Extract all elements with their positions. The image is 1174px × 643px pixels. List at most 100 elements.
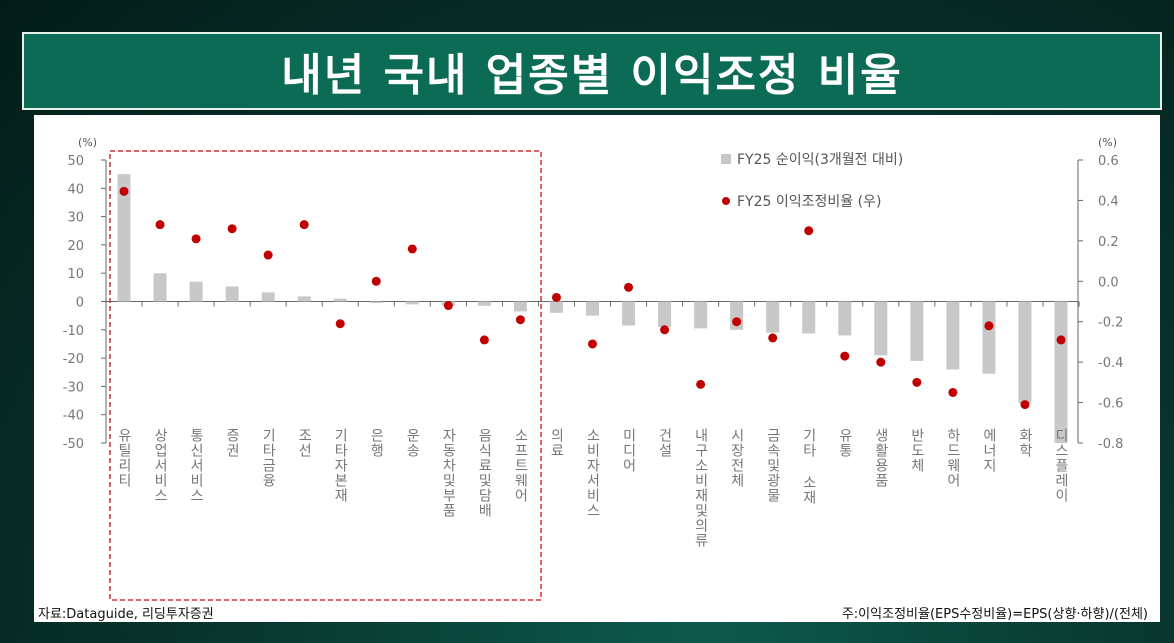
category-label: 에너지	[980, 428, 997, 473]
category-label: 은행	[368, 428, 385, 458]
left-tick-label: -30	[63, 380, 84, 395]
category-label: 반도체	[908, 428, 925, 473]
dot-의료	[551, 292, 561, 302]
bar-기타자본재	[333, 298, 347, 302]
dot-기타자본재	[335, 319, 345, 329]
left-tick-label: -20	[63, 352, 84, 367]
left-unit: (%)	[78, 136, 97, 149]
bar-기타 소재	[802, 301, 816, 334]
dot-증권	[227, 224, 237, 234]
bar-유통	[838, 301, 852, 336]
legend-bar-label: FY25 순이익(3개월전 대비)	[737, 152, 903, 168]
category-label: 기타 소재	[800, 428, 817, 505]
right-tick-label: -0.8	[1098, 437, 1123, 452]
bar-화학	[1018, 301, 1032, 404]
category-label: 미디어	[620, 428, 637, 473]
bar-반도체	[910, 301, 924, 361]
dot-소비자서비스	[588, 339, 597, 349]
legend-dot-label: FY25 이익조정비율 (우)	[737, 194, 881, 210]
dot-시장전체	[732, 317, 742, 327]
dot-생활용품	[876, 357, 886, 367]
dot-하드웨어	[948, 387, 958, 397]
bar-기타금융	[261, 292, 275, 302]
dot-유틸리티	[119, 186, 129, 196]
bar-에너지	[982, 301, 996, 374]
dot-통신서비스	[191, 234, 201, 244]
category-label: 기타금융	[260, 428, 277, 488]
page-title: 내년 국내 업종별 이익조정 비율	[281, 50, 903, 101]
dot-운송	[407, 244, 417, 254]
dot-자동차및부품	[443, 301, 453, 311]
dot-디스플레이	[1056, 335, 1066, 345]
category-label: 소프트웨어	[512, 428, 529, 503]
dot-에너지	[984, 321, 994, 331]
bar-금속및광물	[766, 301, 780, 333]
dot-상업서비스	[155, 220, 165, 230]
dot-조선	[299, 220, 309, 230]
dot-금속및광물	[768, 333, 778, 343]
dot-화학	[1020, 400, 1030, 410]
bar-건설	[658, 301, 672, 327]
category-label: 의료	[548, 428, 565, 458]
category-label: 상업서비스	[152, 428, 169, 503]
highlight-box	[109, 150, 542, 601]
category-label: 기타자본재	[332, 428, 349, 503]
bar-음식료및담배	[477, 301, 491, 306]
bar-하드웨어	[946, 301, 960, 370]
left-tick-label: -10	[63, 324, 84, 339]
right-tick-label: 0.2	[1098, 235, 1119, 250]
right-tick-label: 0.4	[1098, 194, 1119, 209]
dot-반도체	[912, 377, 922, 387]
category-label: 생활용품	[872, 428, 889, 488]
dot-건설	[660, 325, 670, 335]
dot-은행	[371, 276, 381, 286]
bar-통신서비스	[189, 281, 203, 302]
bar-내구소비재및의류	[694, 301, 708, 329]
left-tick-label: 50	[67, 154, 84, 169]
left-tick-label: 0	[76, 296, 84, 311]
category-label: 통신서비스	[188, 428, 205, 503]
category-label: 유틸리티	[116, 428, 132, 488]
category-label: 건설	[656, 428, 673, 458]
category-label: 증권	[224, 428, 241, 458]
left-tick-label: 40	[67, 182, 84, 197]
dot-유통	[840, 351, 850, 361]
left-tick-label: 30	[67, 211, 84, 226]
dot-기타 소재	[804, 226, 814, 236]
dot-기타금융	[263, 250, 273, 260]
bar-운송	[405, 301, 419, 305]
right-unit: (%)	[1098, 136, 1117, 149]
right-tick-label: 0.6	[1098, 154, 1119, 169]
chart-panel	[34, 115, 1160, 622]
legend-dot-swatch	[722, 197, 730, 205]
category-label: 유통	[836, 428, 853, 458]
category-label: 소비자서비스	[584, 428, 601, 518]
bar-은행	[369, 301, 383, 303]
left-tick-label: 10	[67, 267, 84, 282]
category-label: 조선	[296, 428, 313, 458]
category-label: 음식료및담배	[476, 428, 493, 518]
category-label: 운송	[404, 428, 421, 458]
left-tick-label: 20	[67, 239, 84, 254]
bar-의료	[549, 301, 563, 313]
category-label: 화학	[1016, 428, 1033, 458]
right-tick-label: -0.6	[1098, 397, 1123, 412]
footnote: 주:이익조정비율(EPS수정비율)=EPS(상향·하향)/(전체)	[841, 607, 1148, 622]
bar-증권	[225, 286, 239, 302]
right-tick-label: -0.4	[1098, 356, 1123, 371]
legend-bar-swatch	[721, 154, 731, 164]
bar-유틸리티	[117, 174, 131, 302]
source-note: 자료:Dataguide, 리딩투자증권	[38, 607, 214, 622]
right-tick-label: 0.0	[1098, 275, 1119, 290]
category-label: 금속및광물	[764, 428, 781, 503]
dot-소프트웨어	[515, 315, 525, 325]
bar-미디어	[622, 301, 636, 326]
title-banner: 내년 국내 업종별 이익조정 비율	[22, 32, 1162, 110]
left-tick-label: -40	[63, 409, 84, 424]
category-label: 하드웨어	[944, 428, 961, 488]
bar-생활용품	[874, 301, 888, 356]
left-tick-label: -50	[63, 437, 84, 452]
right-tick-label: -0.2	[1098, 316, 1123, 331]
bar-소프트웨어	[513, 301, 527, 312]
